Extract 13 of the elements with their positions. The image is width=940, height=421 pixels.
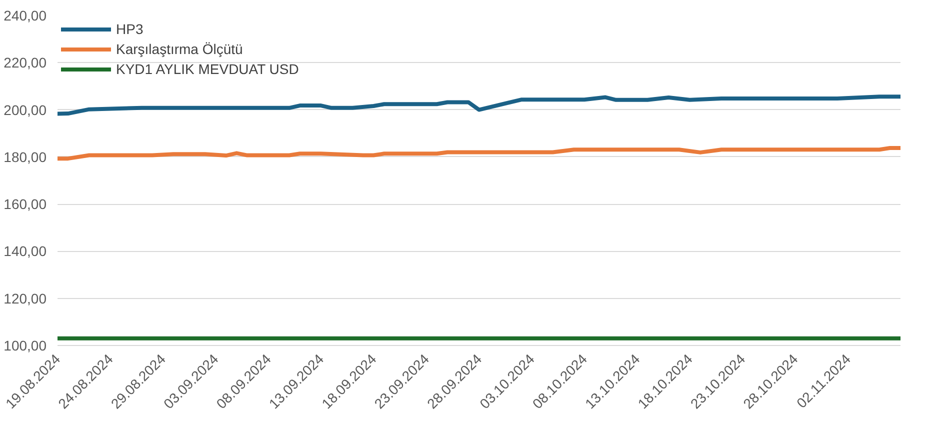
y-tick-label: 220,00: [4, 54, 47, 71]
line-series: [58, 94, 900, 116]
y-tick-label: 160,00: [4, 196, 47, 212]
line-series: [58, 146, 900, 161]
y-tick-label: 120,00: [4, 290, 47, 306]
y-tick-label: 140,00: [4, 243, 47, 260]
y-tick-label: 240,00: [4, 8, 47, 24]
y-tick-label: 180,00: [4, 148, 47, 165]
y-tick-label: 100,00: [4, 338, 47, 354]
legend-label: HP3: [116, 21, 144, 37]
legend-label: Karşılaştırma Ölçütü: [116, 41, 243, 57]
legend-label: KYD1 AYLIK MEVDUAT USD: [116, 61, 299, 77]
y-tick-label: 200,00: [4, 102, 47, 118]
